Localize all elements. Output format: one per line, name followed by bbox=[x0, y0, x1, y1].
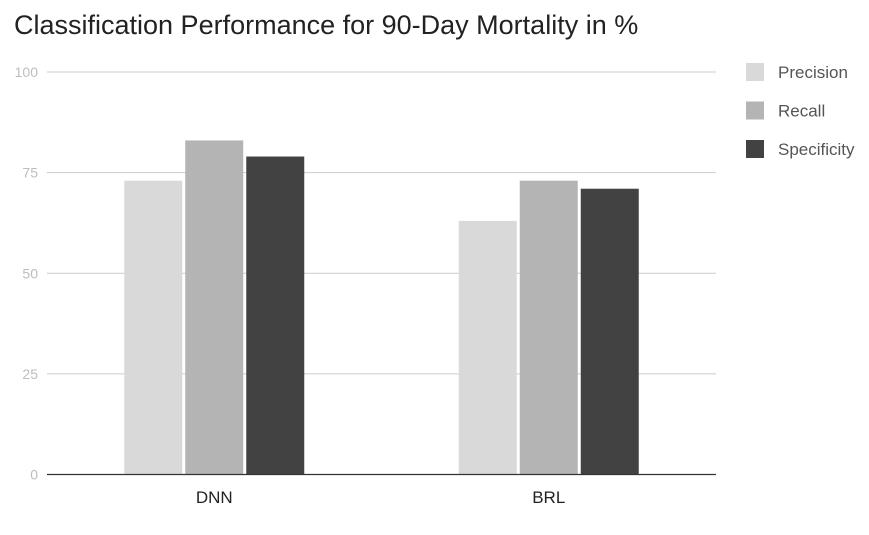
y-tick-label: 100 bbox=[15, 64, 39, 80]
legend-swatch bbox=[746, 140, 764, 158]
y-tick-label: 50 bbox=[22, 265, 38, 281]
chart-title: Classification Performance for 90-Day Mo… bbox=[14, 10, 638, 40]
legend-swatch bbox=[746, 101, 764, 120]
y-axis-ticks: 0 25 50 75 100 bbox=[15, 64, 39, 483]
x-axis-ticks: DNN BRL bbox=[196, 488, 565, 507]
bar-recall-dnn bbox=[185, 140, 244, 475]
y-tick-label: 0 bbox=[30, 467, 38, 483]
bars bbox=[124, 140, 639, 475]
y-tick-label: 25 bbox=[22, 366, 38, 382]
legend-label: Precision bbox=[778, 63, 848, 82]
legend-label: Recall bbox=[778, 102, 825, 121]
bar-recall-brl bbox=[519, 180, 578, 475]
bar-specificity-dnn bbox=[246, 156, 305, 475]
bar-precision-brl bbox=[458, 220, 517, 475]
bar-specificity-brl bbox=[580, 188, 639, 475]
bar-precision-dnn bbox=[124, 180, 183, 475]
legend-swatch bbox=[746, 63, 764, 81]
y-tick-label: 75 bbox=[22, 165, 38, 181]
legend-label: Specificity bbox=[778, 140, 855, 159]
legend: Precision Recall Specificity bbox=[746, 63, 855, 159]
x-tick-label: DNN bbox=[196, 488, 233, 507]
x-tick-label: BRL bbox=[532, 488, 565, 507]
